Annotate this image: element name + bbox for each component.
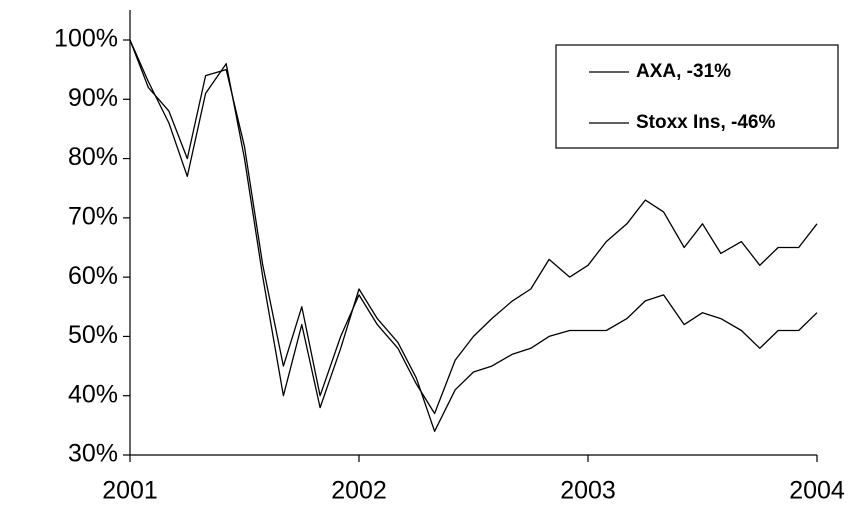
series-line xyxy=(129,39,818,432)
y-tick-label: 50% xyxy=(68,321,118,349)
y-tick-label: 70% xyxy=(68,202,118,230)
y-tick-label: 60% xyxy=(68,262,118,290)
x-tick-label: 2001 xyxy=(102,477,158,505)
legend-label: AXA, -31% xyxy=(636,61,731,82)
x-tick-label: 2004 xyxy=(789,477,845,505)
legend-label: Stoxx Ins, -46% xyxy=(636,112,775,133)
y-tick-label: 90% xyxy=(68,84,118,112)
y-tick-label: 100% xyxy=(54,25,118,53)
legend: AXA, -31% Stoxx Ins, -46% xyxy=(555,44,839,149)
y-tick-label: 40% xyxy=(68,380,118,408)
y-tick-label: 80% xyxy=(68,143,118,171)
legend-box xyxy=(555,44,839,149)
x-tick-label: 2003 xyxy=(560,477,616,505)
series-line xyxy=(129,39,818,415)
x-tick-label: 2002 xyxy=(331,477,387,505)
y-tick-label: 30% xyxy=(68,440,118,468)
